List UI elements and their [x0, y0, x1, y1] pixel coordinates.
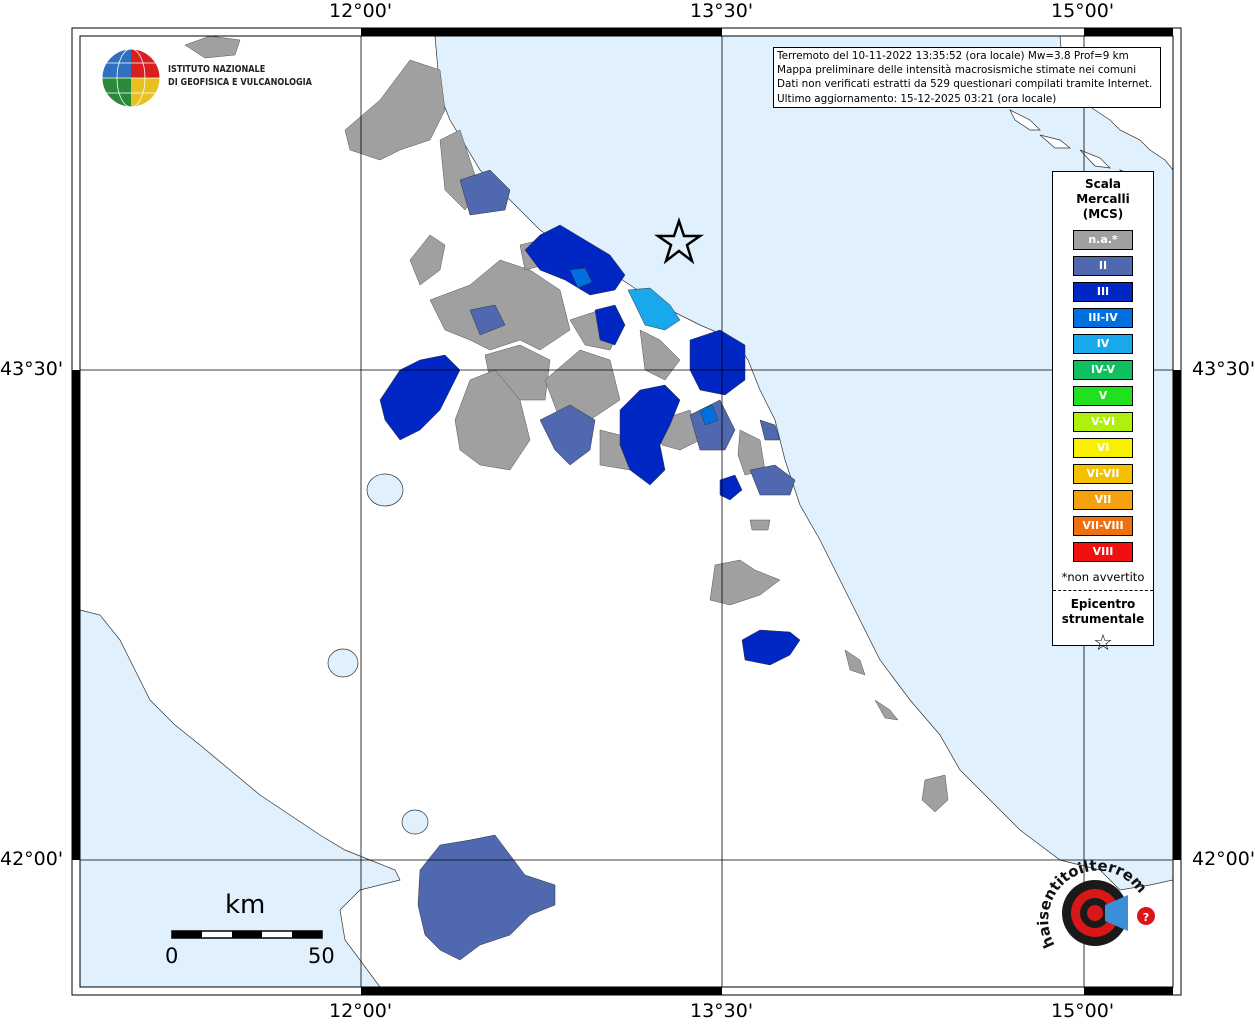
event-info-box: Terremoto del 10-11-2022 13:35:52 (ora l…	[773, 47, 1161, 108]
epicenter-star-icon	[653, 217, 705, 265]
map-frame	[71, 27, 1182, 996]
lon-label-top-2: 13°30'	[690, 0, 754, 22]
legend-epicenter: Epicentro strumentale	[1053, 597, 1153, 627]
svg-text:?: ?	[1143, 911, 1149, 924]
scale-min-label: 0	[165, 944, 179, 968]
lon-label-bottom-2: 13°30'	[690, 1000, 754, 1022]
lon-label-top-3: 15°00'	[1051, 0, 1115, 22]
ingv-line1: ISTITUTO NAZIONALE	[168, 64, 266, 75]
legend-item: IV-V	[1073, 360, 1133, 380]
legend-item: V-VI	[1073, 412, 1133, 432]
legend-items: n.a.* II III III-IV IV IV-V V V-VI VI VI-VII VII VI…	[1053, 230, 1153, 562]
info-line1: Terremoto del 10-11-2022 13:35:52 (ora l…	[777, 50, 1129, 62]
municipalities-na	[184, 35, 949, 813]
lon-label-bottom-1: 12°00'	[329, 1000, 393, 1022]
legend-note: *non avvertito	[1061, 570, 1145, 584]
legend-title-2: Mercalli	[1076, 192, 1130, 206]
legend-item: VIII	[1073, 542, 1133, 562]
mcs-legend: Scala Mercalli (MCS) n.a.* II III III-IV IV I…	[1052, 171, 1154, 656]
info-line2: Mappa preliminare delle intensità macros…	[777, 64, 1137, 77]
lat-label-right-2: 42°00'	[1192, 848, 1255, 870]
lon-label-top-1: 12°00'	[329, 0, 393, 22]
tyrrhenian-sea	[79, 609, 401, 988]
lon-label-bottom-3: 15°00'	[1051, 1000, 1115, 1022]
legend-item: III-IV	[1073, 308, 1133, 328]
lat-label-left-1: 43°30'	[0, 358, 64, 380]
legend-item: II	[1073, 256, 1133, 276]
legend-epi-2: strumentale	[1061, 612, 1145, 626]
legend-epi-1: Epicentro	[1070, 597, 1136, 611]
star-icon: ☆	[1093, 631, 1113, 656]
legend-item: n.a.*	[1073, 230, 1133, 250]
info-line3: Dati non verificati estratti da 529 ques…	[777, 78, 1153, 91]
scale-title: km	[225, 890, 266, 920]
legend-separator	[1053, 590, 1153, 591]
legend-item: VI	[1073, 438, 1133, 458]
legend-item: III	[1073, 282, 1133, 302]
legend-title-1: Scala	[1084, 177, 1122, 191]
municipalities-ii	[417, 169, 796, 961]
legend-item: VII-VIII	[1073, 516, 1133, 536]
ingv-logo-text: ISTITUTO NAZIONALE DI GEOFISICA E VULCAN…	[168, 63, 312, 89]
lat-label-left-2: 42°00'	[0, 848, 64, 870]
legend-item: VII	[1073, 490, 1133, 510]
scale-bar	[171, 930, 323, 939]
lake-bolsena	[327, 648, 359, 678]
lake-bracciano	[401, 809, 429, 835]
info-line4: Ultimo aggiornamento: 15-12-2025 03:21 (…	[777, 92, 1057, 105]
legend-title-3: (MCS)	[1082, 207, 1124, 221]
scale-max-label: 50	[308, 944, 335, 968]
legend-item: VI-VII	[1073, 464, 1133, 484]
ingv-globe-icon	[101, 48, 161, 108]
lake-trasimeno	[366, 473, 404, 507]
municipalities-iii-iv	[569, 267, 719, 426]
legend-title: Scala Mercalli (MCS)	[1053, 177, 1153, 222]
legend-item: V	[1073, 386, 1133, 406]
legend-item: IV	[1073, 334, 1133, 354]
municipalities-iii	[379, 224, 801, 666]
municipalities-iv	[627, 287, 681, 331]
ingv-line2: DI GEOFISICA E VULCANOLOGIA	[168, 77, 312, 88]
lat-label-right-1: 43°30'	[1192, 358, 1255, 380]
